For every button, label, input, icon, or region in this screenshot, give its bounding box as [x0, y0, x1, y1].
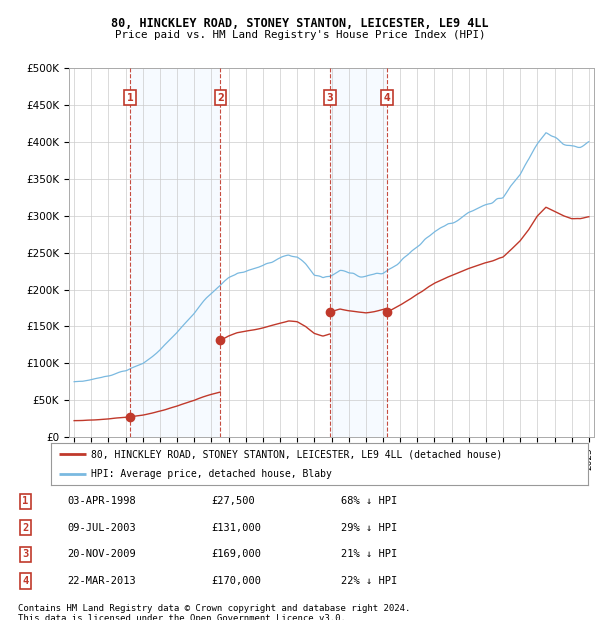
Bar: [130, 68, 220, 437]
Text: 29% ↓ HPI: 29% ↓ HPI: [341, 523, 397, 533]
Text: 20-NOV-2009: 20-NOV-2009: [68, 549, 136, 559]
Text: 2: 2: [22, 523, 29, 533]
Text: 21% ↓ HPI: 21% ↓ HPI: [341, 549, 397, 559]
Bar: [330, 68, 387, 437]
Text: 4: 4: [22, 576, 29, 586]
Text: 4: 4: [383, 93, 390, 103]
Text: 68% ↓ HPI: 68% ↓ HPI: [341, 496, 397, 507]
Text: 3: 3: [326, 93, 333, 103]
Text: £27,500: £27,500: [212, 496, 256, 507]
Text: HPI: Average price, detached house, Blaby: HPI: Average price, detached house, Blab…: [91, 469, 332, 479]
Text: £170,000: £170,000: [212, 576, 262, 586]
Text: 22% ↓ HPI: 22% ↓ HPI: [341, 576, 397, 586]
Text: 80, HINCKLEY ROAD, STONEY STANTON, LEICESTER, LE9 4LL: 80, HINCKLEY ROAD, STONEY STANTON, LEICE…: [111, 17, 489, 30]
Text: This data is licensed under the Open Government Licence v3.0.: This data is licensed under the Open Gov…: [18, 614, 346, 620]
Text: 03-APR-1998: 03-APR-1998: [68, 496, 136, 507]
Text: 22-MAR-2013: 22-MAR-2013: [68, 576, 136, 586]
Text: 09-JUL-2003: 09-JUL-2003: [68, 523, 136, 533]
Text: £169,000: £169,000: [212, 549, 262, 559]
Text: 80, HINCKLEY ROAD, STONEY STANTON, LEICESTER, LE9 4LL (detached house): 80, HINCKLEY ROAD, STONEY STANTON, LEICE…: [91, 450, 503, 459]
Text: Price paid vs. HM Land Registry's House Price Index (HPI): Price paid vs. HM Land Registry's House …: [115, 30, 485, 40]
Text: £131,000: £131,000: [212, 523, 262, 533]
Text: 1: 1: [22, 496, 29, 507]
Text: 2: 2: [217, 93, 224, 103]
Text: 1: 1: [127, 93, 133, 103]
Text: 3: 3: [22, 549, 29, 559]
Text: Contains HM Land Registry data © Crown copyright and database right 2024.: Contains HM Land Registry data © Crown c…: [18, 604, 410, 613]
